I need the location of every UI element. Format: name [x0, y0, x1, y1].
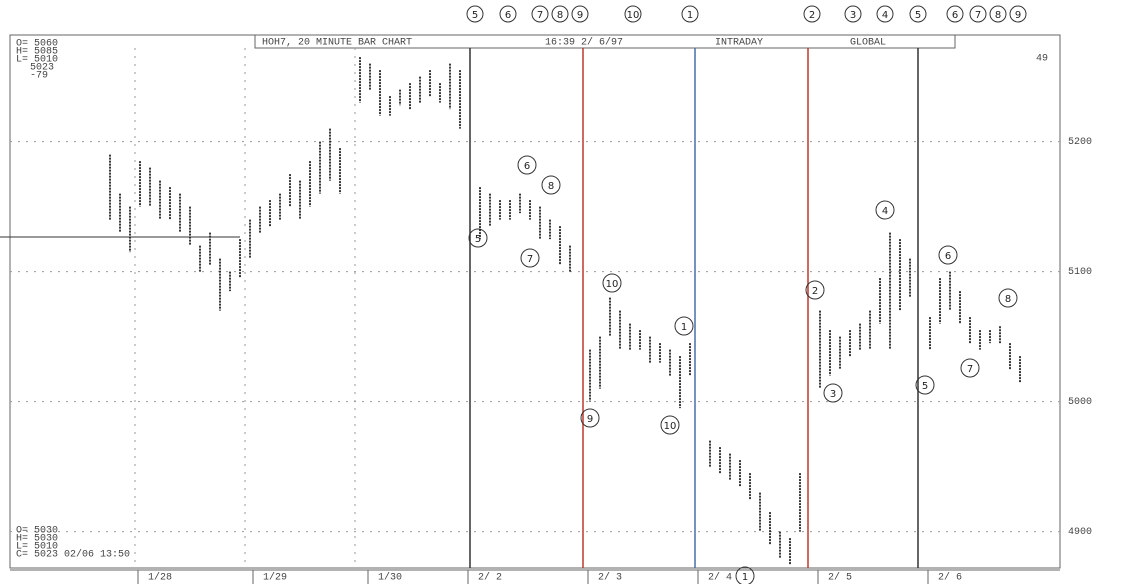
annotation-circle — [681, 5, 699, 23]
plot-frame — [9, 34, 1061, 569]
annotation: 5 — [922, 381, 928, 392]
annotation: 3 — [850, 10, 856, 21]
annotation: 7 — [527, 254, 533, 265]
y-tick-label: 5000 — [1068, 397, 1092, 408]
annotation: 10 — [664, 421, 677, 432]
annotation-circle — [571, 5, 589, 23]
annotation: 3 — [830, 389, 836, 400]
annotation-circle — [499, 5, 517, 23]
annotation-circle — [624, 5, 642, 23]
annotation-circle — [602, 273, 622, 293]
annotation-circle — [803, 5, 821, 23]
annotation: 8 — [995, 10, 1001, 21]
day-label: 2/ 3 — [598, 572, 622, 584]
day-grid — [134, 48, 356, 568]
annotation: 2 — [812, 286, 818, 297]
annotation: 10 — [606, 279, 619, 290]
annotation: 5 — [472, 10, 478, 21]
header-bar — [254, 34, 956, 49]
annotation-circle — [998, 288, 1018, 308]
annotation: 8 — [548, 181, 554, 192]
annotation-circle — [580, 408, 600, 428]
y-tick-label: 5200 — [1068, 137, 1092, 148]
corner-label: 49 — [1036, 54, 1048, 65]
info-bottom: L= 5010 — [16, 542, 58, 553]
y-tick-label: 4900 — [1068, 527, 1092, 538]
info-top: -79 — [30, 71, 48, 82]
y-tick-label: 5100 — [1068, 267, 1092, 278]
annotation: 8 — [1005, 294, 1011, 305]
annotation-circle — [468, 228, 488, 248]
annotation: 4 — [882, 10, 888, 21]
info-top: L= 5010 — [16, 55, 58, 66]
info-top: 5023 — [30, 63, 54, 74]
annotation-circle — [915, 375, 935, 395]
info-top: H= 5085 — [16, 47, 58, 58]
day-label: 2/ 2 — [478, 572, 502, 584]
annotation-circle — [660, 415, 680, 435]
day-label: 2/ 6 — [938, 572, 962, 584]
header-mode: INTRADAY — [715, 38, 763, 49]
annotation-circle — [541, 175, 561, 195]
annotation-circle — [805, 280, 825, 300]
annotation-circle — [674, 316, 694, 336]
day-label: 1/29 — [263, 572, 287, 584]
annotation: 4 — [882, 206, 888, 217]
annotation: 7 — [967, 364, 973, 375]
annotation: 8 — [557, 10, 563, 21]
info-top: O= 5060 — [16, 39, 58, 50]
annotation: 1 — [742, 572, 748, 583]
day-label: 1/30 — [378, 572, 402, 584]
day-label: 1/28 — [148, 572, 172, 584]
header-time: 16:39 2/ 6/97 — [545, 37, 623, 49]
annotation: 6 — [952, 10, 958, 21]
annotation: 5 — [475, 234, 481, 245]
annotation-circle — [946, 5, 964, 23]
annotation-circle — [517, 155, 537, 175]
annotation: 6 — [505, 10, 511, 21]
annotation-circle — [823, 383, 843, 403]
annotation: 9 — [587, 414, 593, 425]
annotation: 10 — [627, 10, 640, 21]
annotation: 6 — [945, 251, 951, 262]
annotation-circle — [875, 200, 895, 220]
header-title: HOH7, 20 MINUTE BAR CHART — [262, 38, 412, 49]
annotation-circle — [969, 5, 987, 23]
annotation: 2 — [809, 10, 815, 21]
annotation-circle — [938, 245, 958, 265]
annotation: 5 — [915, 10, 921, 21]
info-bottom: O= 5030 — [16, 526, 58, 537]
annotation-circle — [960, 358, 980, 378]
annotation-circle — [844, 5, 862, 23]
annotation-circle — [520, 248, 540, 268]
header-scope: GLOBAL — [850, 38, 886, 49]
annotation-circle — [735, 566, 755, 584]
day-label: 2/ 4 — [708, 572, 732, 584]
annotation-circle — [876, 5, 894, 23]
annotation: 9 — [1015, 10, 1021, 21]
annotation: 9 — [577, 10, 583, 21]
annotation-circle — [551, 5, 569, 23]
annotation-circle — [466, 5, 484, 23]
annotation-circle — [909, 5, 927, 23]
annotation: 1 — [687, 10, 693, 21]
annotation: 7 — [537, 10, 543, 21]
info-bottom: C= 5023 02/06 13:50 — [16, 549, 130, 561]
annotation: 6 — [524, 161, 530, 172]
annotation: 1 — [681, 322, 687, 333]
annotation-circle — [531, 5, 549, 23]
annotation: 7 — [975, 10, 981, 21]
annotation-circle — [989, 5, 1007, 23]
day-label: 2/ 5 — [828, 572, 852, 584]
info-bottom: H= 5030 — [16, 534, 58, 545]
annotation-circle — [1009, 5, 1027, 23]
